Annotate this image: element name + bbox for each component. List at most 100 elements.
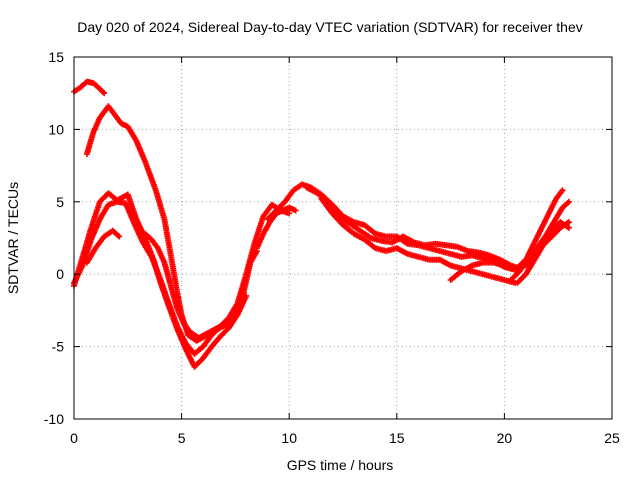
track-fill	[149, 255, 163, 280]
track-fill	[192, 344, 205, 356]
track-fill	[161, 218, 174, 257]
track-fill	[88, 217, 103, 241]
track-fill	[168, 284, 180, 311]
track-fill	[153, 189, 167, 221]
series-track	[253, 204, 299, 252]
track-fill	[175, 325, 189, 345]
track-fill	[459, 263, 474, 274]
track-fill	[125, 125, 139, 143]
series-track	[318, 195, 519, 286]
track-fill	[142, 160, 159, 192]
x-tick-label: 10	[281, 430, 297, 446]
x-tick-label: 25	[604, 430, 620, 446]
series-track	[83, 227, 123, 266]
track-fill	[84, 246, 98, 265]
series-track	[447, 187, 566, 283]
track-fill	[341, 223, 356, 236]
track-fill	[274, 208, 285, 216]
track-fill	[395, 245, 410, 257]
track-fill	[560, 199, 571, 210]
track-fill	[337, 214, 351, 226]
track-fill	[523, 258, 537, 276]
y-tick-label: 5	[56, 194, 64, 210]
track-fill	[93, 235, 107, 250]
track-fill	[549, 226, 563, 239]
track-fill	[287, 205, 298, 213]
track-fill	[201, 333, 214, 349]
y-tick-label: -5	[52, 339, 65, 355]
track-fill	[88, 200, 103, 230]
data-point	[292, 207, 299, 214]
track-fill	[192, 356, 205, 369]
y-tick-label: 15	[48, 49, 64, 65]
track-fill	[523, 252, 537, 268]
track-fill	[291, 182, 304, 193]
x-tick-label: 15	[389, 430, 405, 446]
track-fill	[197, 329, 212, 341]
track-fill	[140, 240, 154, 259]
track-fill	[438, 257, 453, 268]
track-fill	[515, 272, 528, 285]
data-point	[101, 90, 108, 97]
track-fill	[125, 193, 139, 221]
track-fill	[80, 238, 94, 267]
track-fill	[80, 226, 94, 259]
track-fill	[254, 232, 266, 250]
track-fill	[341, 214, 356, 225]
track-fill	[149, 237, 160, 250]
track-fill	[274, 200, 287, 213]
track-fill	[252, 215, 266, 244]
x-axis-label: GPS time / hours	[287, 457, 394, 473]
track-fill	[363, 223, 377, 236]
track-fill	[304, 185, 319, 196]
track-fill	[554, 188, 565, 201]
data-points	[71, 78, 572, 370]
track-fill	[72, 85, 82, 94]
track-fill	[363, 237, 377, 250]
track-fill	[166, 301, 180, 328]
track-fill	[541, 229, 554, 244]
x-tick-label: 5	[178, 430, 186, 446]
track-fill	[401, 234, 416, 245]
chart-title: Day 020 of 2024, Sidereal Day-to-day VTE…	[77, 19, 583, 35]
data-point	[559, 187, 566, 194]
track-fill	[532, 240, 546, 256]
series-track	[142, 230, 260, 341]
track-fill	[319, 197, 335, 215]
track-fill	[97, 203, 111, 221]
track-fill	[281, 205, 291, 213]
track-fill	[91, 116, 103, 134]
track-fill	[551, 206, 565, 224]
data-point	[286, 210, 293, 217]
track-fill	[181, 321, 193, 334]
track-fill	[218, 318, 233, 329]
track-fill	[119, 121, 130, 129]
track-fill	[261, 220, 272, 236]
track-fill	[391, 234, 405, 245]
track-fill	[134, 139, 148, 163]
track-fill	[168, 254, 180, 295]
track-fill	[155, 246, 167, 264]
plot-frame	[73, 56, 613, 420]
track-fill	[111, 228, 121, 239]
data-point	[565, 219, 572, 226]
track-fill	[352, 231, 366, 242]
track-fill	[143, 231, 154, 242]
x-tick-label: 0	[70, 430, 78, 446]
track-fill	[91, 81, 102, 91]
track-fill	[112, 113, 124, 126]
track-fill	[208, 324, 222, 335]
track-fill	[123, 201, 137, 225]
track-fill	[248, 249, 259, 264]
track-fill	[347, 221, 362, 233]
track-fill	[106, 104, 117, 117]
track-fill	[201, 345, 214, 360]
grid	[74, 57, 612, 419]
y-axis-label: SDTVAR / TECUs	[5, 182, 21, 294]
data-point	[565, 198, 572, 205]
track-fill	[330, 211, 345, 227]
track-fill	[326, 200, 341, 218]
track-fill	[132, 222, 146, 244]
track-fill	[175, 307, 186, 325]
